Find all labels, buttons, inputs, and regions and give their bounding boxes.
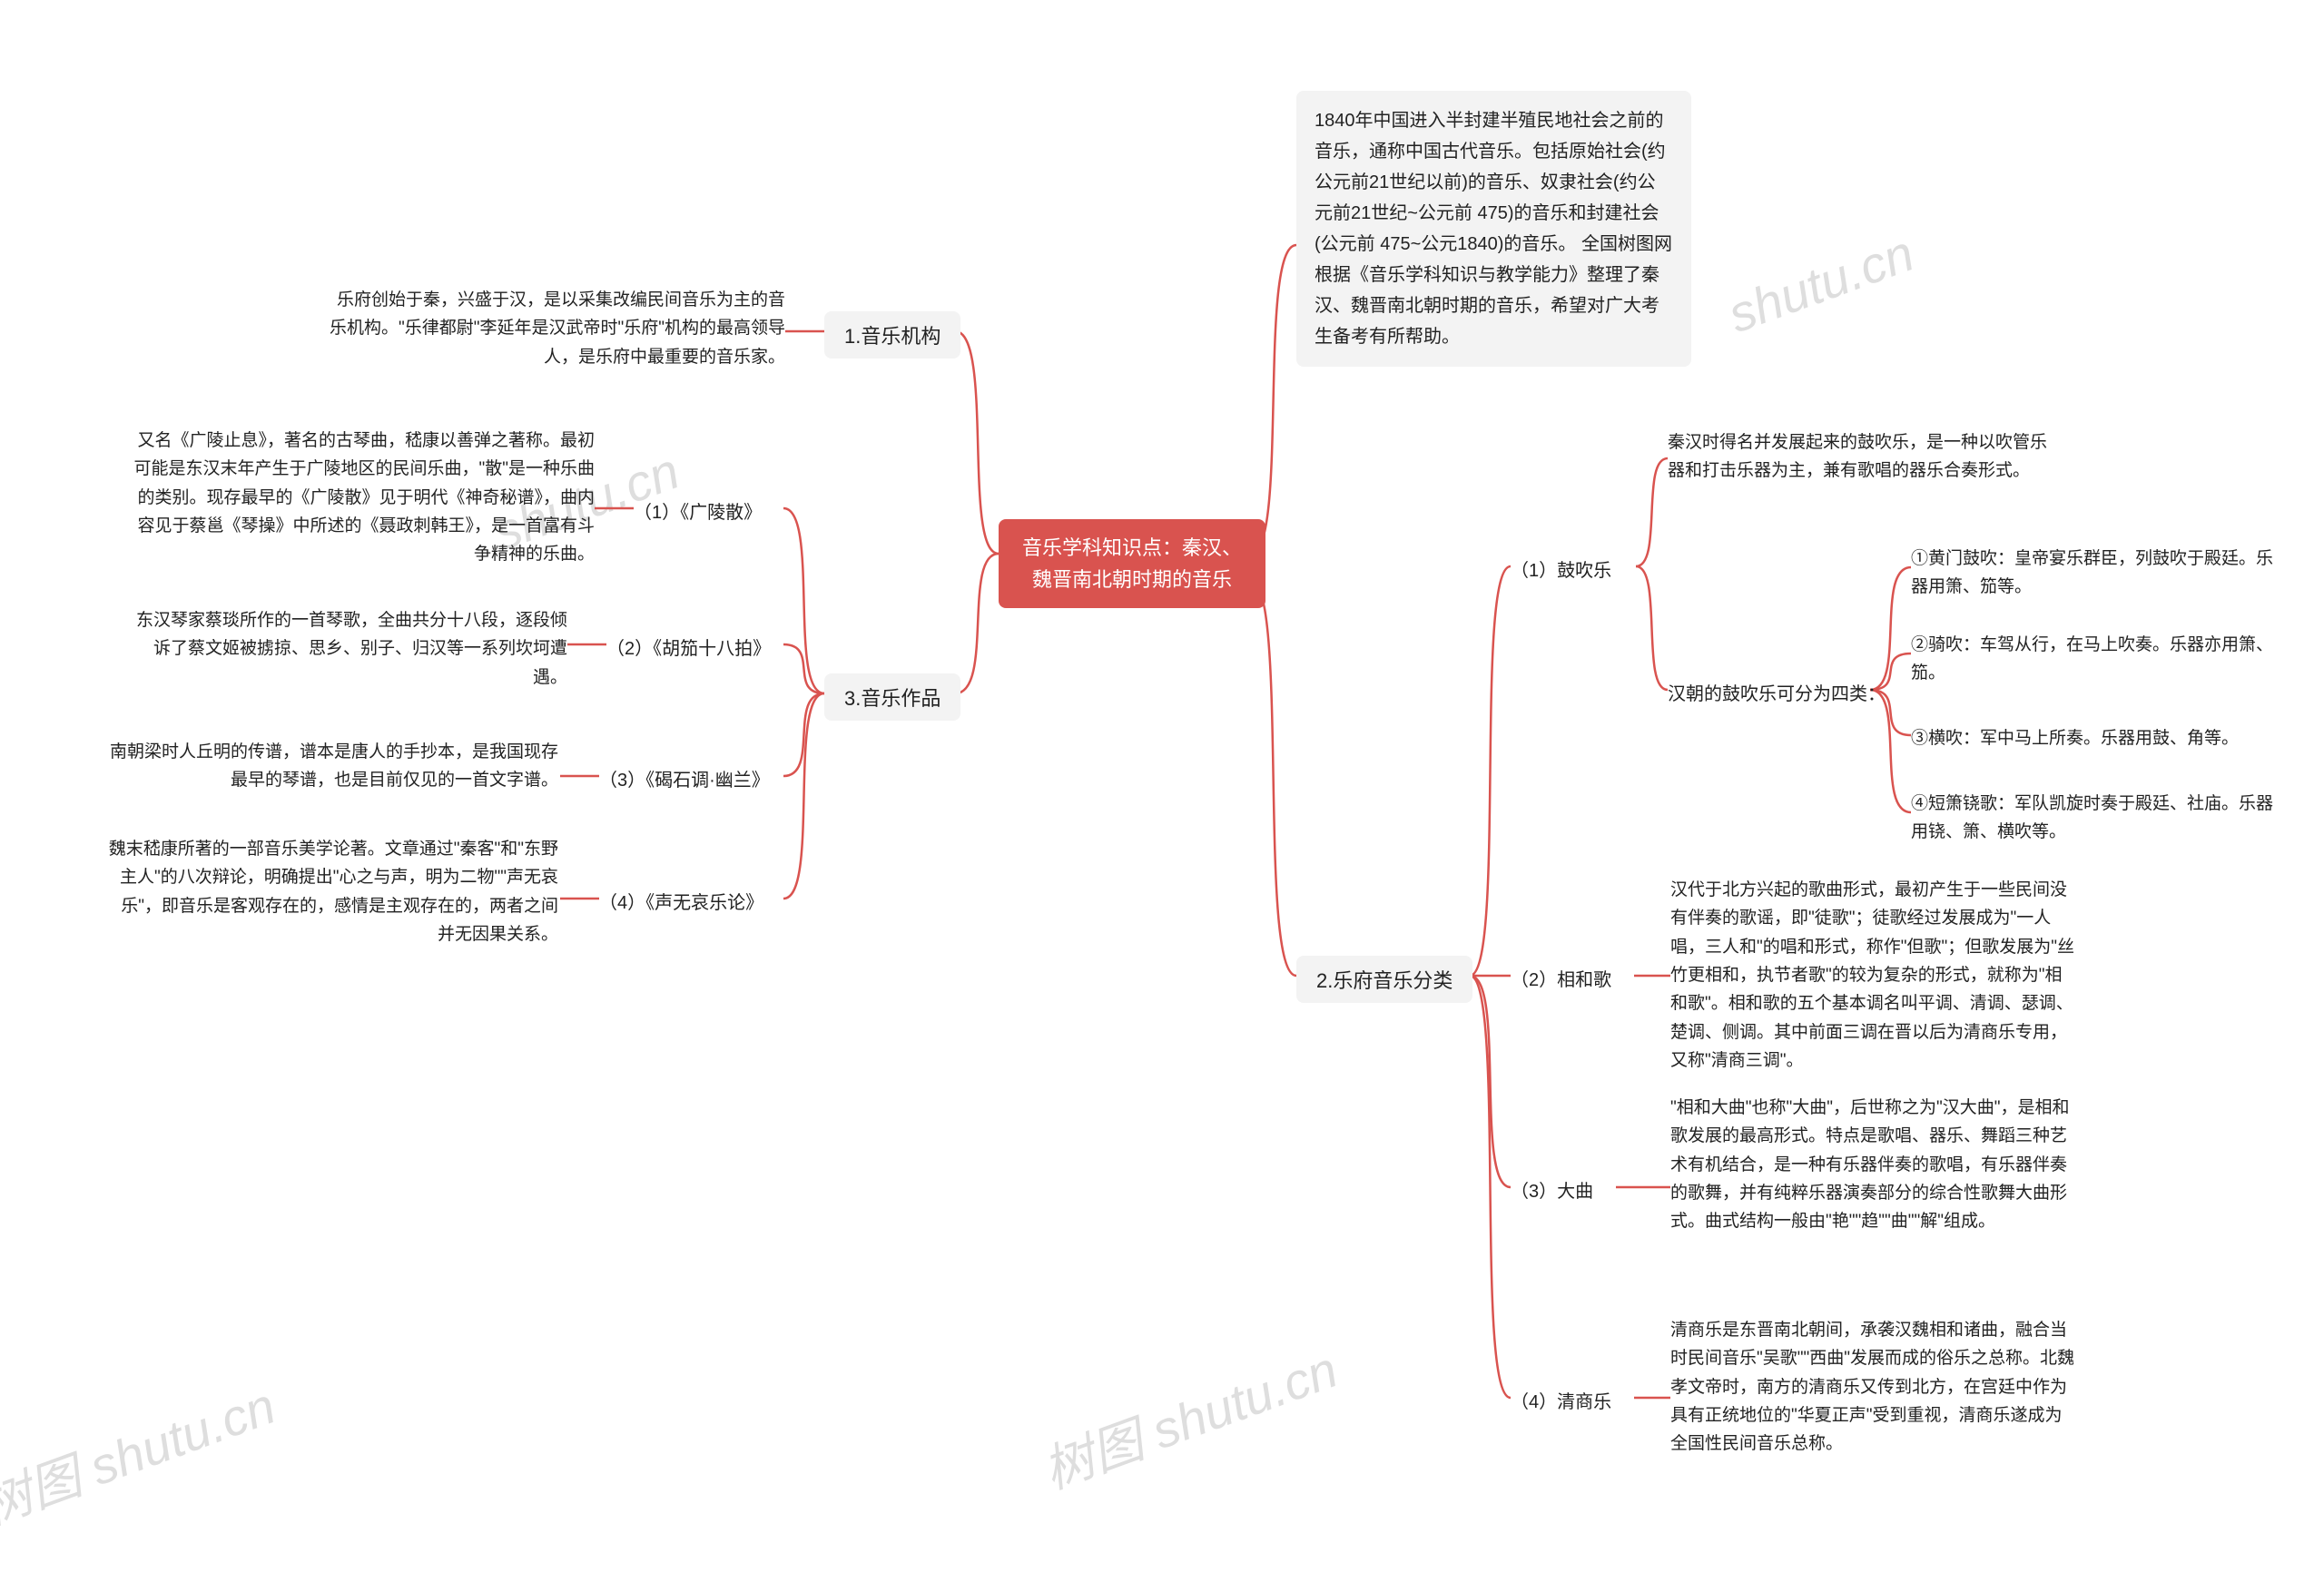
sub-b3-s1: （1）《广陵散》 xyxy=(634,497,762,524)
watermark: 树图 shutu.cn xyxy=(1031,1329,1346,1503)
desc-b2-s3: "相和大曲"也称"大曲"，后世称之为"汉大曲"，是相和歌发展的最高形式。特点是歌… xyxy=(1670,1094,2079,1236)
watermark: shutu.cn xyxy=(1720,223,1921,344)
intro-node: 1840年中国进入半封建半殖民地社会之前的音乐，通称中国古代音乐。包括原始社会(… xyxy=(1296,91,1691,367)
sub-b2-s1: （1）鼓吹乐 xyxy=(1511,555,1611,582)
desc-b2-s1: 秦汉时得名并发展起来的鼓吹乐，是一种以吹管乐器和打击乐器为主，兼有歌唱的器乐合奏… xyxy=(1668,428,2049,486)
sub-b2-s2: （2）相和歌 xyxy=(1511,965,1611,991)
desc-b2-s1-i3: ③横吹：军中马上所奏。乐器用鼓、角等。 xyxy=(1911,724,2274,752)
sub-b3-s2: （2）《胡笳十八拍》 xyxy=(606,634,771,660)
desc-b3-s1: 又名《广陵止息》，著名的古琴曲，嵇康以善弹之著称。最初可能是东汉末年产生于广陵地… xyxy=(132,427,595,569)
desc-b2-s1-i2: ②骑吹：车驾从行，在马上吹奏。乐器亦用箫、笳。 xyxy=(1911,631,2274,688)
desc-b3-s2: 东汉琴家蔡琰所作的一首琴歌，全曲共分十八段，逐段倾诉了蔡文姬被掳掠、思乡、别子、… xyxy=(123,606,567,692)
branch-b3: 3.音乐作品 xyxy=(824,673,960,721)
center-node: 音乐学科知识点：秦汉、 魏晋南北朝时期的音乐 xyxy=(999,519,1265,608)
sub-b2-s1-subtitle: 汉朝的鼓吹乐可分为四类： xyxy=(1668,679,1886,705)
watermark: 树图 shutu.cn xyxy=(0,1365,284,1539)
desc-b2-s2: 汉代于北方兴起的歌曲形式，最初产生于一些民间没有伴奏的歌谣，即"徒歌"；徒歌经过… xyxy=(1670,876,2079,1075)
desc-b2-s1-i4: ④短箫铙歌：军队凯旋时奏于殿廷、社庙。乐器用铙、箫、横吹等。 xyxy=(1911,790,2274,847)
sub-b2-s3: （3）大曲 xyxy=(1511,1176,1593,1203)
desc-b2-s4: 清商乐是东晋南北朝间，承袭汉魏相和诸曲，融合当时民间音乐"吴歌""西曲"发展而成… xyxy=(1670,1316,2079,1459)
desc-b3-s3: 南朝梁时人丘明的传谱，谱本是唐人的手抄本，是我国现存最早的琴谱，也是目前仅见的一… xyxy=(104,738,558,795)
desc-b1: 乐府创始于秦，兴盛于汉，是以采集改编民间音乐为主的音乐机构。"乐律都尉"李延年是… xyxy=(322,286,785,371)
branch-b1: 1.音乐机构 xyxy=(824,311,960,359)
sub-b2-s4: （4）清商乐 xyxy=(1511,1387,1611,1413)
desc-b3-s4: 魏末嵇康所著的一部音乐美学论著。文章通过"秦客"和"东野主人"的八次辩论，明确提… xyxy=(104,835,558,948)
desc-b2-s1-i1: ①黄门鼓吹：皇帝宴乐群臣，列鼓吹于殿廷。乐器用箫、笳等。 xyxy=(1911,545,2274,602)
sub-b3-s3: （3）《碣石调·幽兰》 xyxy=(599,765,770,791)
branch-b2: 2.乐府音乐分类 xyxy=(1296,956,1472,1003)
sub-b3-s4: （4）《声无哀乐论》 xyxy=(599,888,763,914)
